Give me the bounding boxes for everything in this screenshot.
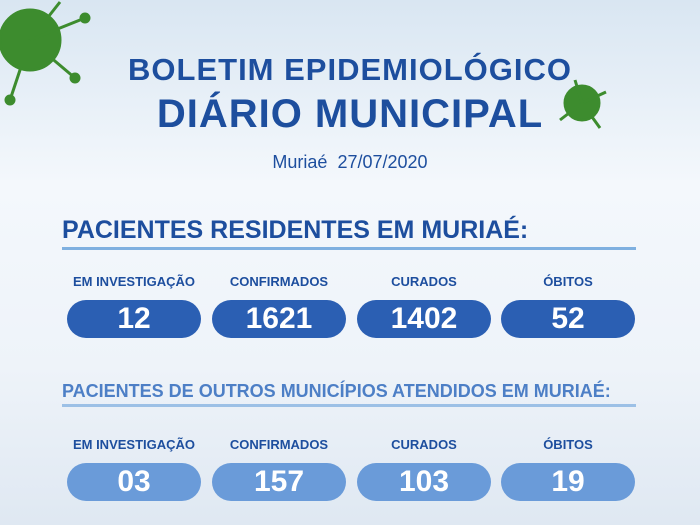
stat-value: 19	[501, 463, 635, 501]
stat-value: 03	[67, 463, 201, 501]
title: BOLETIM EPIDEMIOLÓGICO	[128, 52, 572, 87]
stat-label: CONFIRMADOS	[229, 437, 329, 452]
title: DIÁRIO MUNICIPAL	[156, 92, 544, 136]
stat-value: 103	[357, 463, 491, 501]
stat-label: EM INVESTIGAÇÃO	[72, 437, 196, 452]
divider	[62, 247, 636, 250]
city: Muriaé	[272, 152, 328, 172]
stat-label: ÓBITOS	[543, 437, 593, 452]
stat-label: EM INVESTIGAÇÃO	[72, 274, 196, 289]
stat-label: CURADOS	[391, 437, 457, 452]
stat-label: ÓBITOS	[543, 274, 593, 289]
date-line: Muriaé 27/07/2020	[0, 152, 700, 173]
section-heading: PACIENTES DE OUTROS MUNICÍPIOS ATENDIDOS…	[62, 381, 611, 401]
section-heading: PACIENTES RESIDENTES EM MURIAÉ:	[62, 216, 529, 244]
stat-label: CURADOS	[391, 274, 457, 289]
stat-value: 52	[501, 300, 635, 338]
stat-value: 1621	[212, 300, 346, 338]
stat-value: 1402	[357, 300, 491, 338]
stat-value: 157	[212, 463, 346, 501]
date: 27/07/2020	[337, 152, 428, 172]
stat-value: 12	[67, 300, 201, 338]
stat-label: CONFIRMADOS	[229, 274, 329, 289]
divider	[62, 404, 636, 407]
